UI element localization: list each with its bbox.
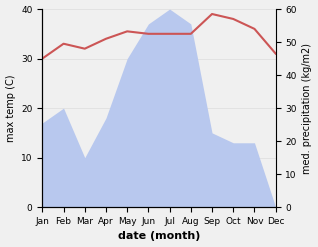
Y-axis label: med. precipitation (kg/m2): med. precipitation (kg/m2) [302,43,313,174]
X-axis label: date (month): date (month) [118,231,200,242]
Y-axis label: max temp (C): max temp (C) [5,74,16,142]
